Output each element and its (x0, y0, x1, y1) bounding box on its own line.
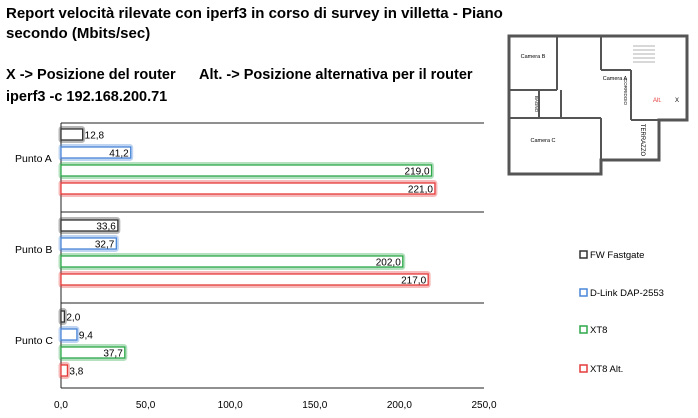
bar (60, 346, 126, 359)
bar-glow (58, 362, 70, 379)
bar (60, 310, 66, 323)
bar-glow (58, 308, 67, 325)
bar-glow (58, 344, 128, 361)
plan-label-camera-c: Camera C (530, 138, 555, 144)
legend-label: D-Link DAP-2553 (590, 288, 664, 299)
bar-glow (58, 217, 121, 234)
bar (60, 219, 119, 232)
bar (60, 182, 436, 195)
bar (60, 255, 404, 268)
legend-swatch (579, 288, 588, 297)
legend-label: FW Fastgate (590, 250, 644, 261)
iperf-command: iperf3 -c 192.168.200.71 (6, 89, 168, 105)
data-label: 217,0 (401, 276, 426, 287)
data-label: 12,8 (85, 131, 105, 142)
bar-glow (58, 271, 431, 288)
legend-label: XT8 Alt. (590, 364, 623, 375)
data-label: 202,0 (376, 258, 401, 269)
legend-alt-note: Alt. -> Posizione alternativa per il rou… (199, 67, 473, 83)
bar-glow (58, 253, 406, 270)
x-tick-label: 0,0 (54, 400, 68, 411)
bar (60, 273, 429, 286)
bar (60, 364, 69, 377)
data-label: 41,2 (109, 149, 129, 160)
bar (60, 128, 84, 141)
x-tick-label: 200,0 (387, 400, 412, 411)
category-label: Punto C (15, 335, 53, 347)
data-label: 33,6 (96, 222, 116, 233)
data-label: 3,8 (69, 367, 83, 378)
data-label: 9,4 (79, 331, 93, 342)
plan-label-terrazzo: TERRAZZO (639, 124, 645, 157)
chart-title: Report velocità rilevate con iperf3 in c… (6, 5, 503, 42)
data-label: 219,0 (405, 167, 430, 178)
data-label: 32,7 (95, 240, 115, 251)
data-label: 2,0 (66, 313, 80, 324)
bar-glow (58, 126, 86, 143)
legend-label: XT8 (590, 325, 607, 336)
bar (60, 328, 78, 341)
plan-label-alt: Alt. (653, 98, 662, 104)
plan-label-x: X (675, 98, 679, 104)
legend-x-note: X -> Posizione del router (6, 67, 176, 83)
plan-label-bagno: BAGNO (534, 96, 539, 113)
x-tick-label: 250,0 (471, 400, 496, 411)
legend-swatch (579, 325, 588, 334)
bar-glow (58, 144, 134, 161)
bar-glow (58, 326, 80, 343)
data-label: 37,7 (103, 349, 123, 360)
plan-label-corridoio: CORRIDOIO (623, 79, 628, 106)
bar-glow (58, 180, 438, 197)
x-tick-label: 50,0 (136, 400, 156, 411)
category-label: Punto B (15, 244, 52, 256)
bar-glow (58, 235, 119, 252)
x-tick-label: 150,0 (302, 400, 327, 411)
bar-glow (58, 162, 435, 179)
x-tick-label: 100,0 (218, 400, 243, 411)
category-label: Punto A (15, 153, 52, 165)
plan-label-camera-b: Camera B (521, 54, 546, 60)
bar (60, 164, 433, 177)
legend-swatch (579, 250, 588, 259)
floor-plan: Camera B Camera A Camera C BAGNO CORRIDO… (505, 30, 693, 180)
bar (60, 146, 132, 159)
plan-label-camera-a: Camera A (603, 76, 628, 82)
data-label: 221,0 (408, 185, 433, 196)
legend-swatch (579, 364, 588, 373)
bar (60, 237, 117, 250)
